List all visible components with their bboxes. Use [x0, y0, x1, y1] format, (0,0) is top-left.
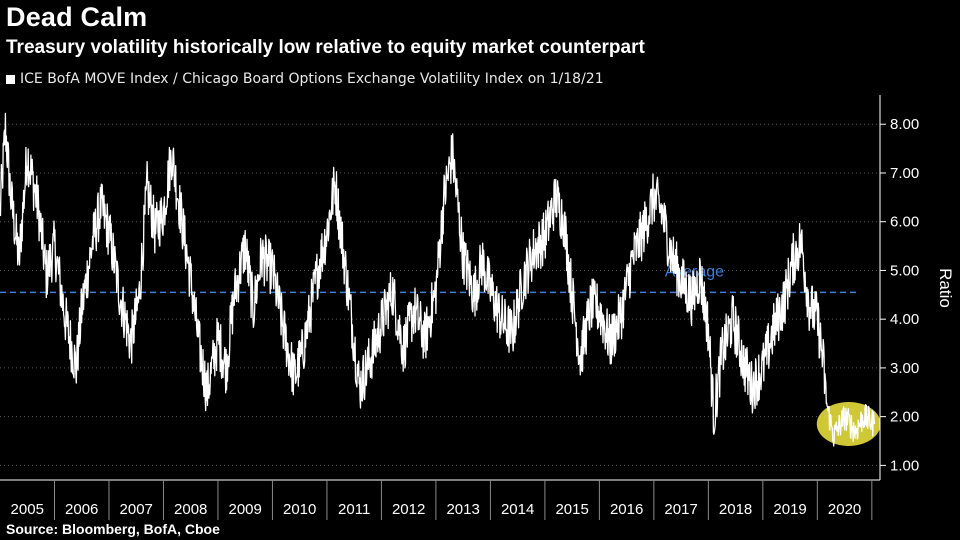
- x-tick-label: 2016: [610, 501, 643, 518]
- x-tick-label: 2005: [11, 501, 44, 518]
- x-tick-label: 2019: [773, 501, 806, 518]
- source-note: Source: Bloomberg, BofA, Cboe: [6, 521, 220, 537]
- legend: ICE BofA MOVE Index / Chicago Board Opti…: [6, 71, 604, 87]
- legend-swatch: [6, 74, 15, 84]
- x-tick-label: 2008: [174, 501, 207, 518]
- y-tick-label: 6.00: [890, 214, 919, 231]
- average-line-group: Average: [0, 263, 860, 294]
- y-tick-label: 4.00: [890, 311, 919, 328]
- series-line: [0, 112, 876, 447]
- x-tick-label: 2020: [828, 501, 861, 518]
- x-axis: 2005 2006 2007 2008 2009 2010 2011 2012 2013 2014…: [0, 479, 880, 520]
- y-tick-label: 1.00: [890, 457, 919, 474]
- x-tick-label: 2006: [65, 501, 98, 518]
- x-tick-label: 2014: [501, 501, 534, 518]
- x-tick-label: 2015: [555, 501, 588, 518]
- legend-label: ICE BofA MOVE Index / Chicago Board Opti…: [20, 71, 604, 87]
- x-tick-label: 2007: [120, 501, 153, 518]
- y-tick-label: 3.00: [890, 360, 919, 377]
- grid-lines: [0, 123, 880, 466]
- y-axis: 8.00 7.00 6.00 5.00 4.00 3.00 2.00 1.00 Ratio: [879, 95, 955, 480]
- y-axis-title: Ratio: [936, 268, 955, 308]
- series-line-group: [0, 112, 876, 447]
- y-tick-label: 2.00: [890, 409, 919, 426]
- y-tick-label: 8.00: [890, 116, 919, 133]
- x-tick-label: 2010: [283, 501, 316, 518]
- x-tick-label: 2012: [392, 501, 425, 518]
- chart-subtitle: Treasury volatility historically low rel…: [6, 37, 645, 58]
- x-tick-label: 2013: [446, 501, 479, 518]
- x-tick-label: 2017: [664, 501, 697, 518]
- x-tick-label: 2011: [338, 501, 370, 518]
- chart-title: Dead Calm: [6, 2, 148, 32]
- x-tick-label: 2018: [719, 501, 752, 518]
- x-tick-label: 2009: [229, 501, 262, 518]
- y-tick-label: 5.00: [890, 262, 919, 279]
- y-tick-label: 7.00: [890, 165, 919, 182]
